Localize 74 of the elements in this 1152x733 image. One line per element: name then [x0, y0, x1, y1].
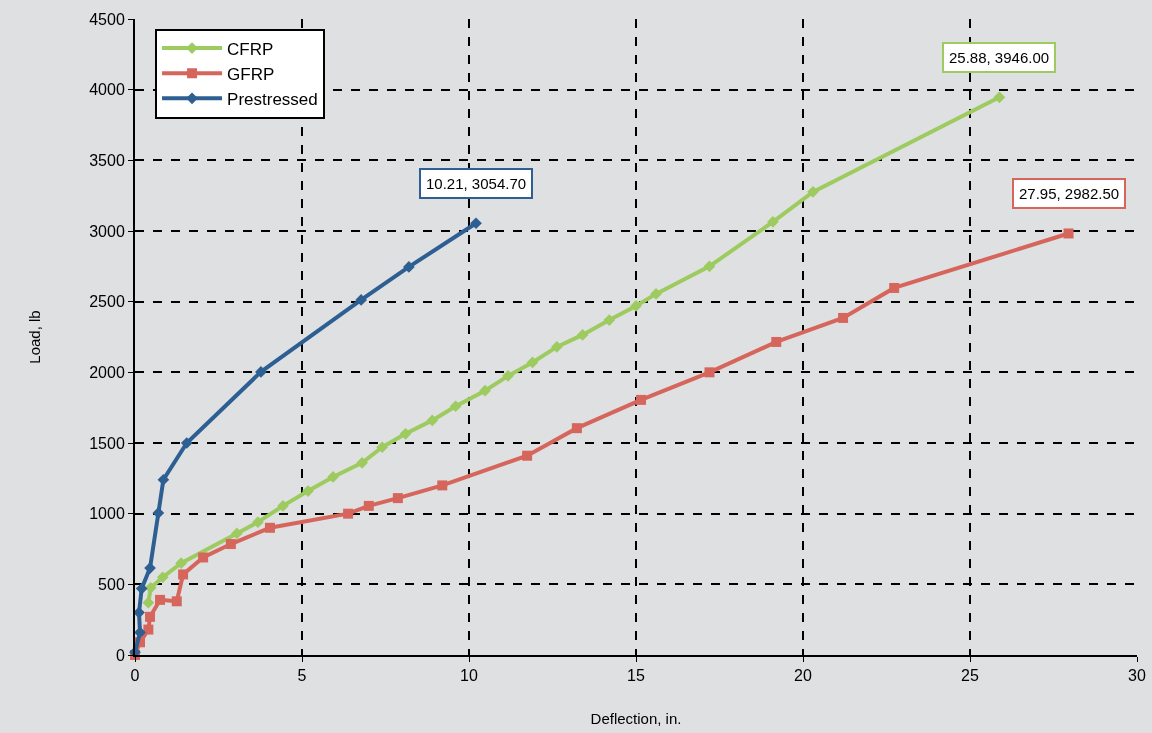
- point: [171, 596, 182, 607]
- point: [502, 370, 514, 382]
- y-tick-label: 2000: [89, 363, 125, 381]
- y-axis-title: Load, lb: [25, 310, 43, 364]
- y-tick-label: 4000: [89, 81, 125, 99]
- point: [767, 215, 779, 228]
- y-tick-label: 1000: [89, 505, 125, 523]
- point: [636, 394, 647, 405]
- y-tick-label: 0: [115, 646, 125, 664]
- point: [550, 341, 563, 353]
- point: [175, 557, 187, 569]
- x-tick-label: 5: [297, 667, 307, 685]
- point: [152, 507, 165, 519]
- point: [470, 217, 482, 230]
- point: [231, 527, 243, 540]
- y-tick-label: 3500: [89, 151, 125, 169]
- point: [437, 480, 448, 491]
- point: [650, 288, 662, 300]
- point: [356, 456, 368, 469]
- point: [703, 260, 716, 273]
- point: [180, 437, 193, 449]
- point: [255, 366, 267, 378]
- point: [403, 261, 415, 273]
- point: [526, 356, 539, 369]
- point: [399, 427, 412, 440]
- point: [889, 282, 900, 293]
- point: [145, 611, 156, 622]
- point: [363, 500, 374, 511]
- x-axis-title: Deflection, in.: [590, 709, 682, 727]
- point: [392, 493, 403, 504]
- point: [838, 312, 849, 323]
- point: [156, 571, 169, 584]
- point: [155, 594, 166, 605]
- point: [143, 624, 154, 635]
- legend-label: Prestressed: [227, 89, 318, 109]
- point: [142, 596, 155, 609]
- annotation: 27.95, 2982.50: [1019, 185, 1120, 202]
- x-tick-label: 25: [961, 667, 979, 685]
- point: [771, 336, 782, 347]
- point: [449, 400, 462, 413]
- point: [807, 186, 819, 198]
- point: [571, 423, 582, 434]
- y-tick-label: 2500: [89, 293, 125, 311]
- x-tick-label: 10: [460, 667, 478, 685]
- point: [603, 314, 616, 326]
- point: [426, 414, 439, 427]
- y-tick-label: 1500: [89, 434, 125, 452]
- point: [993, 91, 1006, 104]
- point: [479, 384, 491, 397]
- point: [343, 508, 354, 519]
- point: [157, 473, 170, 486]
- legend-label: GFRP: [227, 64, 275, 84]
- point: [225, 539, 236, 550]
- x-tick-label: 15: [627, 667, 645, 685]
- point: [704, 367, 715, 378]
- point: [252, 516, 264, 528]
- point: [576, 329, 589, 341]
- point: [264, 522, 275, 533]
- point: [355, 294, 367, 306]
- point: [376, 441, 389, 454]
- y-tick-label: 500: [98, 575, 125, 593]
- point: [198, 552, 209, 563]
- annotation: 25.88, 3946.00: [949, 49, 1050, 66]
- x-tick-label: 30: [1128, 667, 1146, 685]
- point: [277, 500, 289, 512]
- annotation: 10.21, 3054.70: [426, 175, 527, 192]
- y-tick-label: 4500: [89, 10, 125, 28]
- point: [178, 569, 189, 580]
- point: [1063, 228, 1074, 239]
- x-tick-label: 20: [794, 667, 812, 685]
- y-tick-label: 3000: [89, 222, 125, 240]
- x-tick-label: 0: [130, 667, 140, 685]
- legend-label: CFRP: [227, 39, 274, 59]
- point: [522, 450, 533, 461]
